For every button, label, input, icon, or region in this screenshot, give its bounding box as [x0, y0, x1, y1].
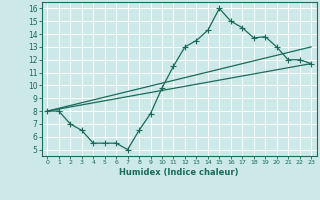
- X-axis label: Humidex (Indice chaleur): Humidex (Indice chaleur): [119, 168, 239, 177]
